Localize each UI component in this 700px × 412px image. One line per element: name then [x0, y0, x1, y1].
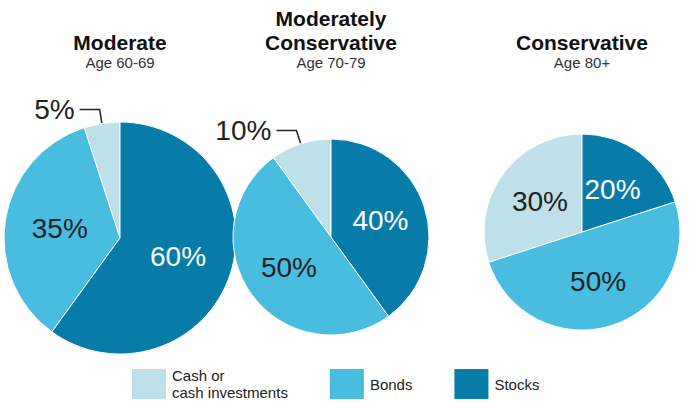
- svg-text:50%: 50%: [261, 252, 317, 283]
- svg-text:Stocks: Stocks: [494, 376, 539, 393]
- svg-text:Age 60-69: Age 60-69: [85, 54, 154, 71]
- svg-text:Bonds: Bonds: [370, 376, 413, 393]
- svg-text:Conservative: Conservative: [265, 31, 397, 54]
- svg-text:5%: 5%: [34, 94, 74, 125]
- svg-text:50%: 50%: [570, 266, 626, 297]
- svg-text:Cash or: Cash or: [172, 367, 225, 384]
- svg-text:60%: 60%: [150, 241, 206, 272]
- svg-text:35%: 35%: [32, 213, 88, 244]
- svg-text:Age 80+: Age 80+: [554, 54, 611, 71]
- svg-text:20%: 20%: [585, 174, 641, 205]
- svg-text:Conservative: Conservative: [516, 31, 648, 54]
- svg-text:Moderate: Moderate: [73, 31, 166, 54]
- svg-text:40%: 40%: [352, 205, 408, 236]
- svg-text:Moderately: Moderately: [276, 7, 387, 30]
- svg-text:cash investments: cash investments: [172, 384, 288, 401]
- svg-text:10%: 10%: [215, 115, 271, 146]
- svg-text:Age 70-79: Age 70-79: [296, 54, 365, 71]
- svg-text:30%: 30%: [512, 186, 568, 217]
